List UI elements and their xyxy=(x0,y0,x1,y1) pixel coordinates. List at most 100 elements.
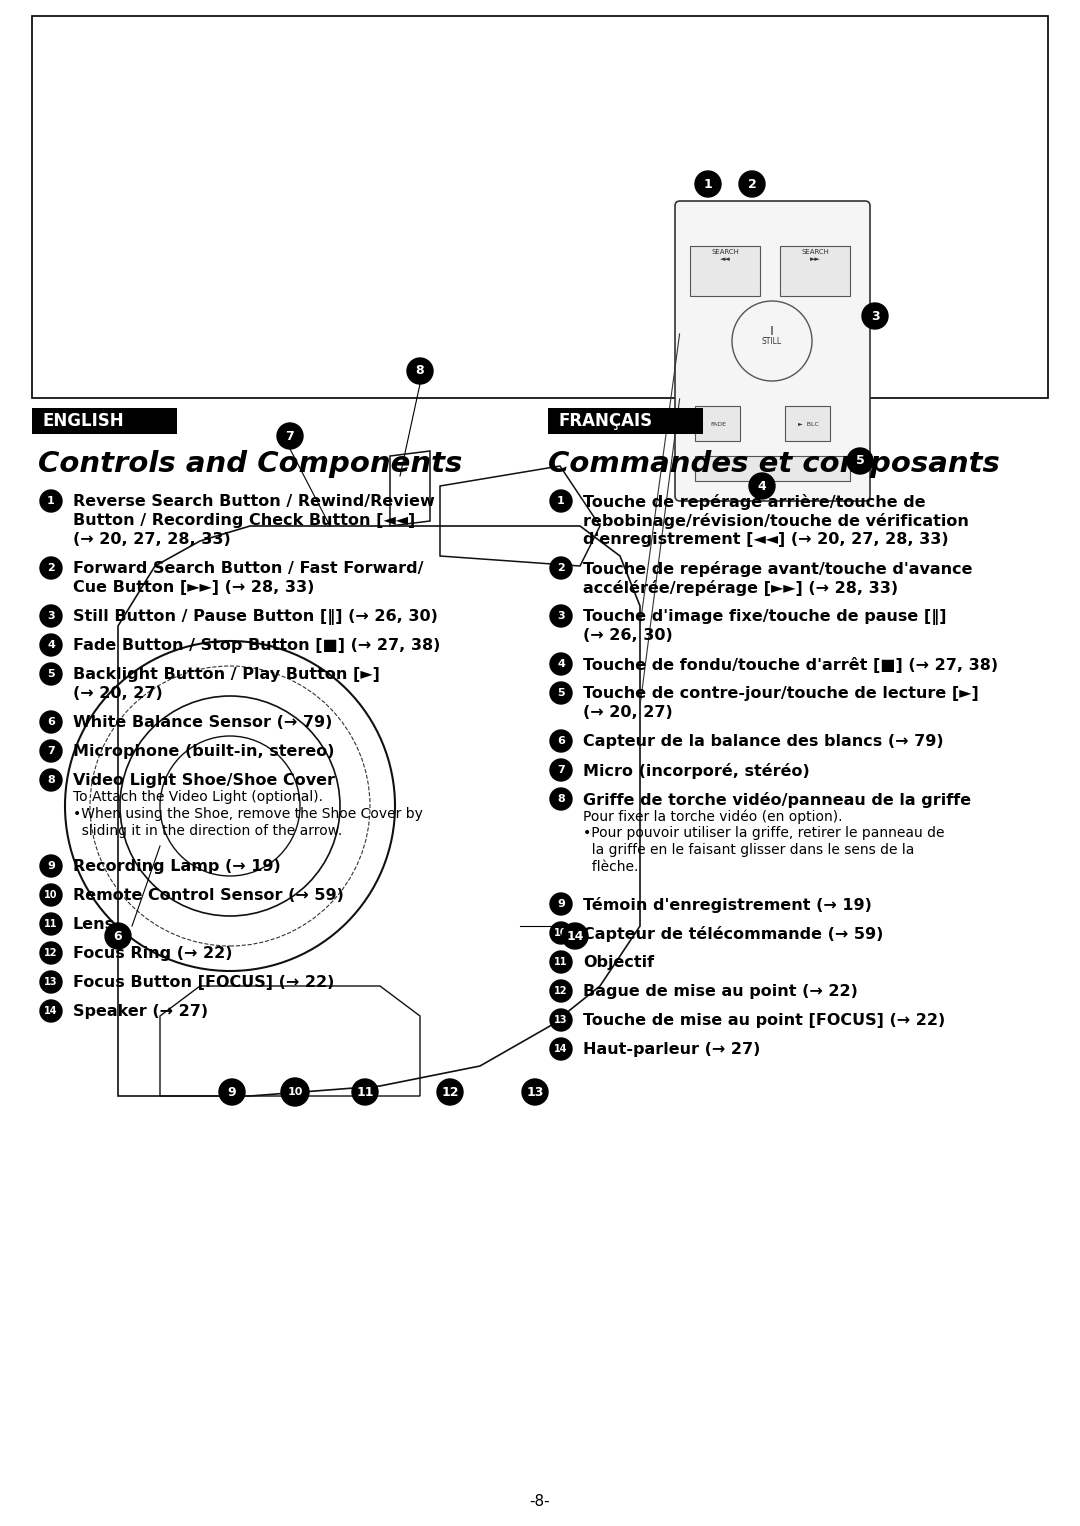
Circle shape xyxy=(550,893,572,916)
Text: Touche de fondu/touche d'arrêt [■] (→ 27, 38): Touche de fondu/touche d'arrêt [■] (→ 27… xyxy=(583,658,998,673)
Circle shape xyxy=(40,557,62,578)
Circle shape xyxy=(550,604,572,627)
Circle shape xyxy=(40,740,62,761)
Text: 9: 9 xyxy=(48,861,55,871)
Text: flèche.: flèche. xyxy=(583,861,638,874)
Circle shape xyxy=(40,913,62,935)
Text: 7: 7 xyxy=(285,429,295,443)
Text: sliding it in the direction of the arrow.: sliding it in the direction of the arrow… xyxy=(73,824,342,838)
Text: Focus Ring (→ 22): Focus Ring (→ 22) xyxy=(73,946,232,961)
Circle shape xyxy=(550,1009,572,1032)
Text: Capteur de télécommande (→ 59): Capteur de télécommande (→ 59) xyxy=(583,926,883,942)
Text: 5: 5 xyxy=(855,455,864,467)
Text: Micro (incorporé, stéréo): Micro (incorporé, stéréo) xyxy=(583,763,810,778)
Text: -8-: -8- xyxy=(529,1494,551,1509)
Text: 2: 2 xyxy=(48,563,55,572)
Circle shape xyxy=(847,449,873,475)
Circle shape xyxy=(437,1079,463,1105)
Text: Forward Search Button / Fast Forward/: Forward Search Button / Fast Forward/ xyxy=(73,562,423,575)
Text: 12: 12 xyxy=(442,1085,459,1099)
Text: 14: 14 xyxy=(554,1044,568,1054)
Bar xyxy=(32,15,1048,398)
Text: 8: 8 xyxy=(557,794,565,804)
Circle shape xyxy=(550,557,572,578)
Text: ENGLISH: ENGLISH xyxy=(42,412,123,430)
Text: Fade Button / Stop Button [■] (→ 27, 38): Fade Button / Stop Button [■] (→ 27, 38) xyxy=(73,638,441,653)
Text: Recording Lamp (→ 19): Recording Lamp (→ 19) xyxy=(73,859,281,874)
Circle shape xyxy=(550,758,572,781)
Text: 5: 5 xyxy=(48,668,55,679)
Circle shape xyxy=(40,490,62,513)
Text: 10: 10 xyxy=(44,890,57,900)
Text: 10: 10 xyxy=(554,928,568,938)
Text: 14: 14 xyxy=(44,1006,57,1016)
Text: 11: 11 xyxy=(44,919,57,929)
Text: Touche de mise au point [FOCUS] (→ 22): Touche de mise au point [FOCUS] (→ 22) xyxy=(583,1013,945,1029)
Text: Video Light Shoe/Shoe Cover: Video Light Shoe/Shoe Cover xyxy=(73,774,335,787)
Text: 6: 6 xyxy=(48,717,55,726)
Text: Reverse Search Button / Rewind/Review: Reverse Search Button / Rewind/Review xyxy=(73,494,435,510)
Circle shape xyxy=(550,490,572,513)
Text: Speaker (→ 27): Speaker (→ 27) xyxy=(73,1004,208,1019)
Text: Haut-parleur (→ 27): Haut-parleur (→ 27) xyxy=(583,1042,760,1058)
Text: 11: 11 xyxy=(554,957,568,967)
Text: 2: 2 xyxy=(557,563,565,572)
Text: Still Button / Pause Button [‖] (→ 26, 30): Still Button / Pause Button [‖] (→ 26, 3… xyxy=(73,609,437,626)
Text: 1: 1 xyxy=(557,496,565,507)
Text: 6: 6 xyxy=(113,929,122,943)
Text: (→ 26, 30): (→ 26, 30) xyxy=(583,629,673,642)
Text: Touche de repérage avant/touche d'avance: Touche de repérage avant/touche d'avance xyxy=(583,562,972,577)
Bar xyxy=(696,456,850,481)
Circle shape xyxy=(550,787,572,810)
Text: accélérée/repérage [►►] (→ 28, 33): accélérée/repérage [►►] (→ 28, 33) xyxy=(583,580,899,597)
Text: 9: 9 xyxy=(228,1085,237,1099)
Text: Capteur de la balance des blancs (→ 79): Capteur de la balance des blancs (→ 79) xyxy=(583,734,944,749)
Text: Pour fixer la torche vidéo (en option).: Pour fixer la torche vidéo (en option). xyxy=(583,809,842,824)
Circle shape xyxy=(276,423,303,449)
Text: (→ 20, 27): (→ 20, 27) xyxy=(583,705,673,720)
Circle shape xyxy=(40,971,62,993)
Circle shape xyxy=(352,1079,378,1105)
Text: rebobinage/révision/touche de vérification: rebobinage/révision/touche de vérificati… xyxy=(583,513,969,530)
Text: 4: 4 xyxy=(758,479,767,493)
Text: (→ 20, 27, 28, 33): (→ 20, 27, 28, 33) xyxy=(73,533,231,546)
Text: 10: 10 xyxy=(287,1087,302,1097)
Circle shape xyxy=(562,923,588,949)
Circle shape xyxy=(750,473,775,499)
Text: 8: 8 xyxy=(416,365,424,377)
Circle shape xyxy=(40,604,62,627)
Bar xyxy=(548,407,703,433)
Circle shape xyxy=(407,359,433,385)
FancyBboxPatch shape xyxy=(675,201,870,501)
Text: 9: 9 xyxy=(557,899,565,909)
Circle shape xyxy=(40,884,62,906)
Circle shape xyxy=(40,633,62,656)
Circle shape xyxy=(40,769,62,790)
Circle shape xyxy=(550,951,572,974)
Text: FRANÇAIS: FRANÇAIS xyxy=(558,412,652,430)
Circle shape xyxy=(40,662,62,685)
Circle shape xyxy=(219,1079,245,1105)
Text: Focus Button [FOCUS] (→ 22): Focus Button [FOCUS] (→ 22) xyxy=(73,975,335,990)
Bar xyxy=(690,246,760,296)
Text: Objectif: Objectif xyxy=(583,955,654,971)
Circle shape xyxy=(550,729,572,752)
Text: 12: 12 xyxy=(44,948,57,958)
Text: 11: 11 xyxy=(356,1085,374,1099)
Text: d'enregistrement [◄◄] (→ 20, 27, 28, 33): d'enregistrement [◄◄] (→ 20, 27, 28, 33) xyxy=(583,533,948,546)
Text: To Attach the Video Light (optional).: To Attach the Video Light (optional). xyxy=(73,790,323,804)
Text: 13: 13 xyxy=(554,1015,568,1025)
Text: 12: 12 xyxy=(554,986,568,996)
Text: Microphone (built-in, stereo): Microphone (built-in, stereo) xyxy=(73,745,335,758)
Text: Remote Control Sensor (→ 59): Remote Control Sensor (→ 59) xyxy=(73,888,343,903)
Text: Backlight Button / Play Button [►]: Backlight Button / Play Button [►] xyxy=(73,667,380,682)
Text: 13: 13 xyxy=(526,1085,543,1099)
Text: ►  BLC: ► BLC xyxy=(797,421,819,426)
Text: 5: 5 xyxy=(557,688,565,697)
Circle shape xyxy=(550,980,572,1003)
Circle shape xyxy=(696,171,721,197)
Text: SEARCH
◄◄: SEARCH ◄◄ xyxy=(711,249,739,262)
Text: Button / Recording Check Button [◄◄]: Button / Recording Check Button [◄◄] xyxy=(73,513,415,528)
Circle shape xyxy=(739,171,765,197)
Bar xyxy=(32,407,177,433)
